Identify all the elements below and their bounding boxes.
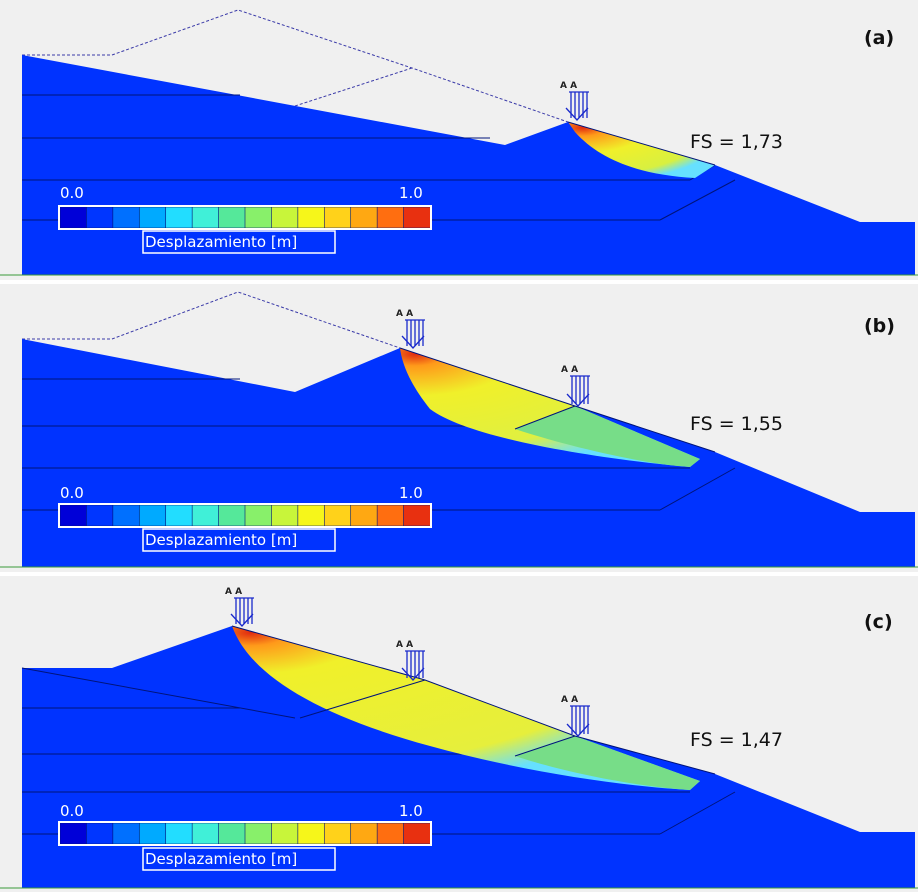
legend-swatch bbox=[165, 504, 193, 527]
load-arrows bbox=[230, 597, 590, 737]
load-marker: A A bbox=[561, 365, 578, 375]
legend-swatch bbox=[297, 822, 325, 845]
panel-tag: (c) bbox=[864, 611, 893, 633]
legend-max: 1.0 bbox=[399, 184, 423, 202]
legend-swatch bbox=[138, 206, 167, 229]
legend-swatch bbox=[297, 206, 325, 229]
legend-swatch bbox=[86, 822, 114, 845]
legend-swatch bbox=[191, 822, 220, 845]
legend-bar bbox=[59, 206, 431, 229]
panel-tag: (b) bbox=[864, 315, 895, 337]
panel-b: A A A A FS = 1,55 (b) 0.0 1.0 Desplazami… bbox=[0, 284, 918, 572]
legend-swatch bbox=[138, 822, 167, 845]
legend-swatch bbox=[376, 822, 405, 845]
legend-swatch bbox=[271, 822, 299, 845]
panel-tag: (a) bbox=[864, 27, 894, 49]
dashed-original-profile bbox=[22, 291, 401, 349]
legend-swatch bbox=[86, 504, 114, 527]
dashed-original-profile bbox=[22, 9, 569, 123]
factor-of-safety: FS = 1,73 bbox=[690, 131, 783, 153]
displacement-zone-lower bbox=[515, 406, 700, 467]
legend-swatch bbox=[59, 504, 88, 527]
legend-swatch bbox=[138, 504, 167, 527]
legend-swatch bbox=[403, 822, 431, 845]
legend-min: 0.0 bbox=[60, 184, 84, 202]
legend-max: 1.0 bbox=[399, 484, 423, 502]
legend-swatch bbox=[403, 504, 431, 527]
legend-bar bbox=[59, 822, 431, 845]
legend-swatch bbox=[244, 504, 273, 527]
legend-swatch bbox=[323, 206, 352, 229]
legend-swatch bbox=[218, 822, 246, 845]
legend-swatch bbox=[297, 504, 325, 527]
legend-swatch bbox=[376, 504, 405, 527]
load-marker: A A bbox=[396, 640, 413, 650]
legend-swatch bbox=[271, 206, 299, 229]
load-arrows bbox=[565, 91, 589, 121]
load-marker: A A bbox=[560, 81, 577, 91]
legend-swatch bbox=[403, 206, 431, 229]
legend-swatch bbox=[350, 504, 378, 527]
legend-swatch bbox=[323, 504, 352, 527]
legend-swatch bbox=[323, 822, 352, 845]
legend-swatch bbox=[112, 504, 140, 527]
legend-swatch bbox=[165, 206, 193, 229]
legend-title: Desplazamiento [m] bbox=[145, 531, 297, 549]
legend-swatch bbox=[271, 504, 299, 527]
load-arrows bbox=[401, 319, 590, 407]
legend-swatch bbox=[376, 206, 405, 229]
legend-swatch bbox=[59, 206, 88, 229]
panel-c: A A A A A A FS = 1,47 (c) 0.0 1.0 Despla… bbox=[0, 576, 918, 892]
legend-swatch bbox=[59, 822, 88, 845]
legend-swatch bbox=[191, 206, 220, 229]
legend-min: 0.0 bbox=[60, 802, 84, 820]
legend-swatch bbox=[218, 504, 246, 527]
legend-swatch bbox=[112, 822, 140, 845]
legend-swatch bbox=[86, 206, 114, 229]
factor-of-safety: FS = 1,55 bbox=[690, 413, 783, 435]
legend-title: Desplazamiento [m] bbox=[145, 850, 297, 868]
legend-swatch bbox=[244, 206, 273, 229]
legend-swatch bbox=[165, 822, 193, 845]
legend-swatch bbox=[218, 206, 246, 229]
legend-bar bbox=[59, 504, 431, 527]
legend-swatch bbox=[191, 504, 220, 527]
legend-swatch bbox=[350, 206, 378, 229]
factor-of-safety: FS = 1,47 bbox=[690, 729, 783, 751]
load-marker: A A bbox=[396, 309, 413, 319]
legend-max: 1.0 bbox=[399, 802, 423, 820]
load-marker: A A bbox=[225, 587, 242, 597]
panel-a: A A FS = 1,73 (a) 0.0 1.0 Desplazamiento… bbox=[0, 0, 918, 280]
legend-title: Desplazamiento [m] bbox=[145, 233, 297, 251]
legend-swatch bbox=[350, 822, 378, 845]
legend-swatch bbox=[112, 206, 140, 229]
legend-swatch bbox=[244, 822, 273, 845]
load-marker: A A bbox=[561, 695, 578, 705]
displacement-zone bbox=[568, 122, 715, 178]
legend-min: 0.0 bbox=[60, 484, 84, 502]
